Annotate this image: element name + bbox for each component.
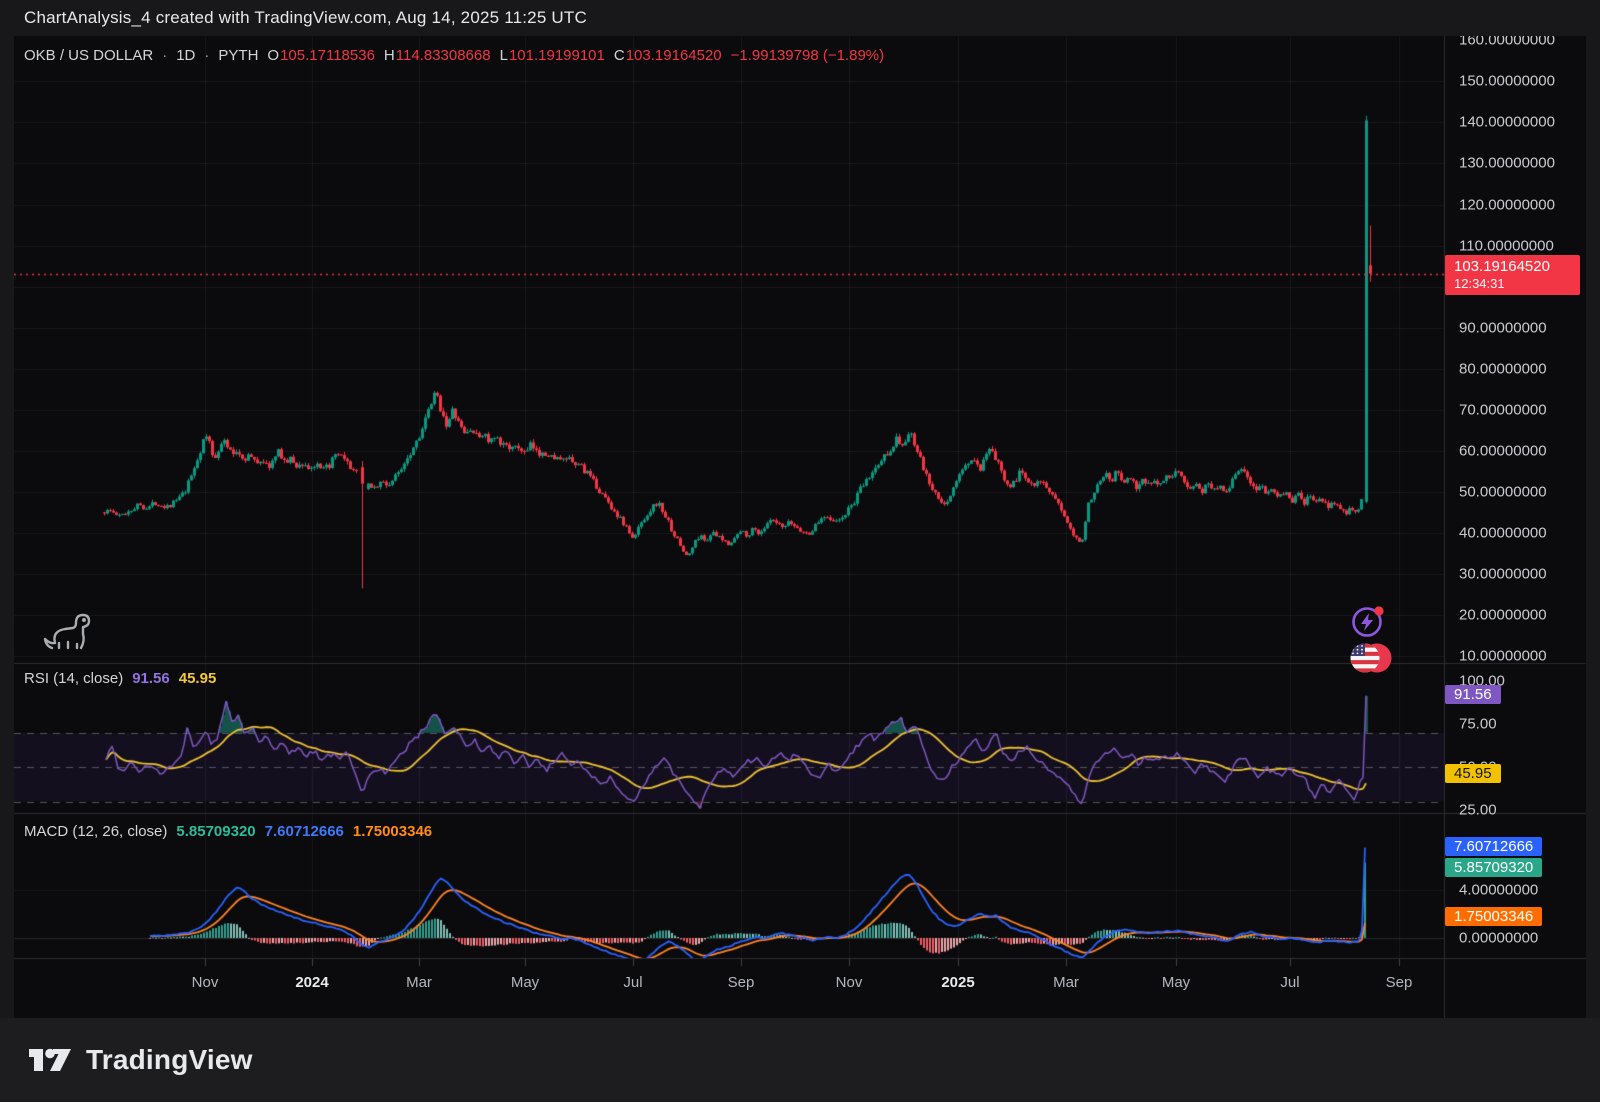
macd-histogram-value: 5.85709320 (176, 823, 256, 840)
symbol-legend: OKB / US DOLLAR · 1D · PYTH O 105.1711853… (24, 47, 884, 64)
time-tick-label: Nov (191, 974, 219, 991)
okb-lightning-icon (1352, 606, 1384, 637)
rsi-ma-value: 45.95 (178, 670, 217, 687)
symbol-logos (1348, 602, 1400, 673)
symbol-title[interactable]: OKB / US DOLLAR (24, 47, 154, 64)
rsi-chip: 91.56 (1445, 685, 1501, 705)
ohlc-open: O 105.17118536 (267, 47, 375, 64)
time-tick-label: Mar (406, 974, 432, 991)
rsi-ma-chip: 45.95 (1445, 763, 1501, 783)
price-tick-label: 90.00000000 (1459, 319, 1547, 337)
tradingview-wordmark[interactable]: TradingView (86, 1044, 253, 1075)
interval-label[interactable]: 1D (176, 47, 196, 64)
time-tick-label: Jul (1280, 974, 1300, 991)
price-tick-label: 20.00000000 (1459, 606, 1547, 624)
macd-histogram-chip: 5.85709320 (1445, 857, 1543, 877)
price-tick-label: 70.00000000 (1459, 401, 1547, 419)
ohlc-high: H 114.83308668 (383, 47, 491, 64)
last-price-chip: 103.19164520 12:34:31 (1445, 254, 1580, 295)
macd-value: 7.60712666 (264, 823, 344, 840)
rsi-tick-label: 75.00 (1459, 715, 1497, 733)
price-tick-label: 50.00000000 (1459, 483, 1547, 501)
time-tick-label: Jul (623, 974, 643, 991)
price-tick-label: 140.00000000 (1459, 113, 1555, 131)
time-tick-label: Sep (727, 974, 755, 991)
price-tick-label: 30.00000000 (1459, 565, 1547, 583)
macd-title[interactable]: MACD (12, 26, close) (24, 823, 168, 840)
time-tick-label: Sep (1385, 974, 1413, 991)
time-tick-label: 2025 (941, 974, 975, 991)
footer-bar: TradingView (0, 1018, 1600, 1102)
rsi-legend: RSI (14, close) 91.56 45.95 (24, 670, 216, 687)
price-tick-label: 110.00000000 (1459, 237, 1554, 255)
time-tick-label: Nov (835, 974, 863, 991)
macd-signal-chip: 1.75003346 (1445, 906, 1543, 926)
price-tick-label: 160.00000000 (1459, 31, 1555, 49)
publication-title: ChartAnalysis_4 created with TradingView… (24, 8, 587, 27)
last-price-value: 103.19164520 (1454, 257, 1550, 275)
chart-container[interactable]: OKB / US DOLLAR · 1D · PYTH O 105.1711853… (14, 32, 1586, 1018)
exchange-label[interactable]: PYTH (218, 47, 259, 64)
legend-separator: · (162, 47, 168, 64)
macd-chip: 7.60712666 (1445, 836, 1543, 856)
macd-signal-value: 1.75003346 (352, 823, 433, 840)
rsi-title[interactable]: RSI (14, close) (24, 670, 124, 687)
bar-countdown: 12:34:31 (1454, 275, 1505, 291)
tradingview-logo-icon[interactable] (27, 1042, 73, 1078)
price-tick-label: 40.00000000 (1459, 524, 1547, 542)
time-tick-label: 2024 (295, 974, 329, 991)
price-tick-label: 130.00000000 (1459, 154, 1555, 172)
macd-legend: MACD (12, 26, close) 5.85709320 7.607126… (24, 823, 432, 840)
ohlc-close: C 103.19164520 (613, 47, 722, 64)
time-tick-label: May (1161, 974, 1191, 991)
price-tick-label: 120.00000000 (1459, 196, 1555, 213)
price-tick-label: 80.00000000 (1459, 360, 1547, 378)
macd-tick-label: 4.00000000 (1459, 881, 1539, 899)
publication-header: ChartAnalysis_4 created with TradingView… (0, 0, 1600, 36)
usd-flag-icon (1350, 643, 1392, 673)
price-tick-label: 60.00000000 (1459, 442, 1547, 460)
price-tick-label: 150.00000000 (1459, 72, 1555, 90)
chart-canvas[interactable] (14, 36, 1586, 1018)
ohlc-low: L 101.19199101 (499, 47, 605, 64)
macd-tick-label: 0.00000000 (1459, 929, 1539, 947)
time-tick-label: May (510, 974, 540, 991)
time-tick-label: Mar (1053, 974, 1079, 991)
dino-watermark-icon (43, 613, 91, 650)
rsi-tick-label: 25.00 (1459, 801, 1497, 819)
legend-separator: · (204, 47, 210, 64)
price-tick-label: 10.00000000 (1459, 647, 1547, 665)
rsi-value: 91.56 (132, 670, 170, 687)
change-label: −1.99139798 (−1.89%) (730, 47, 885, 64)
